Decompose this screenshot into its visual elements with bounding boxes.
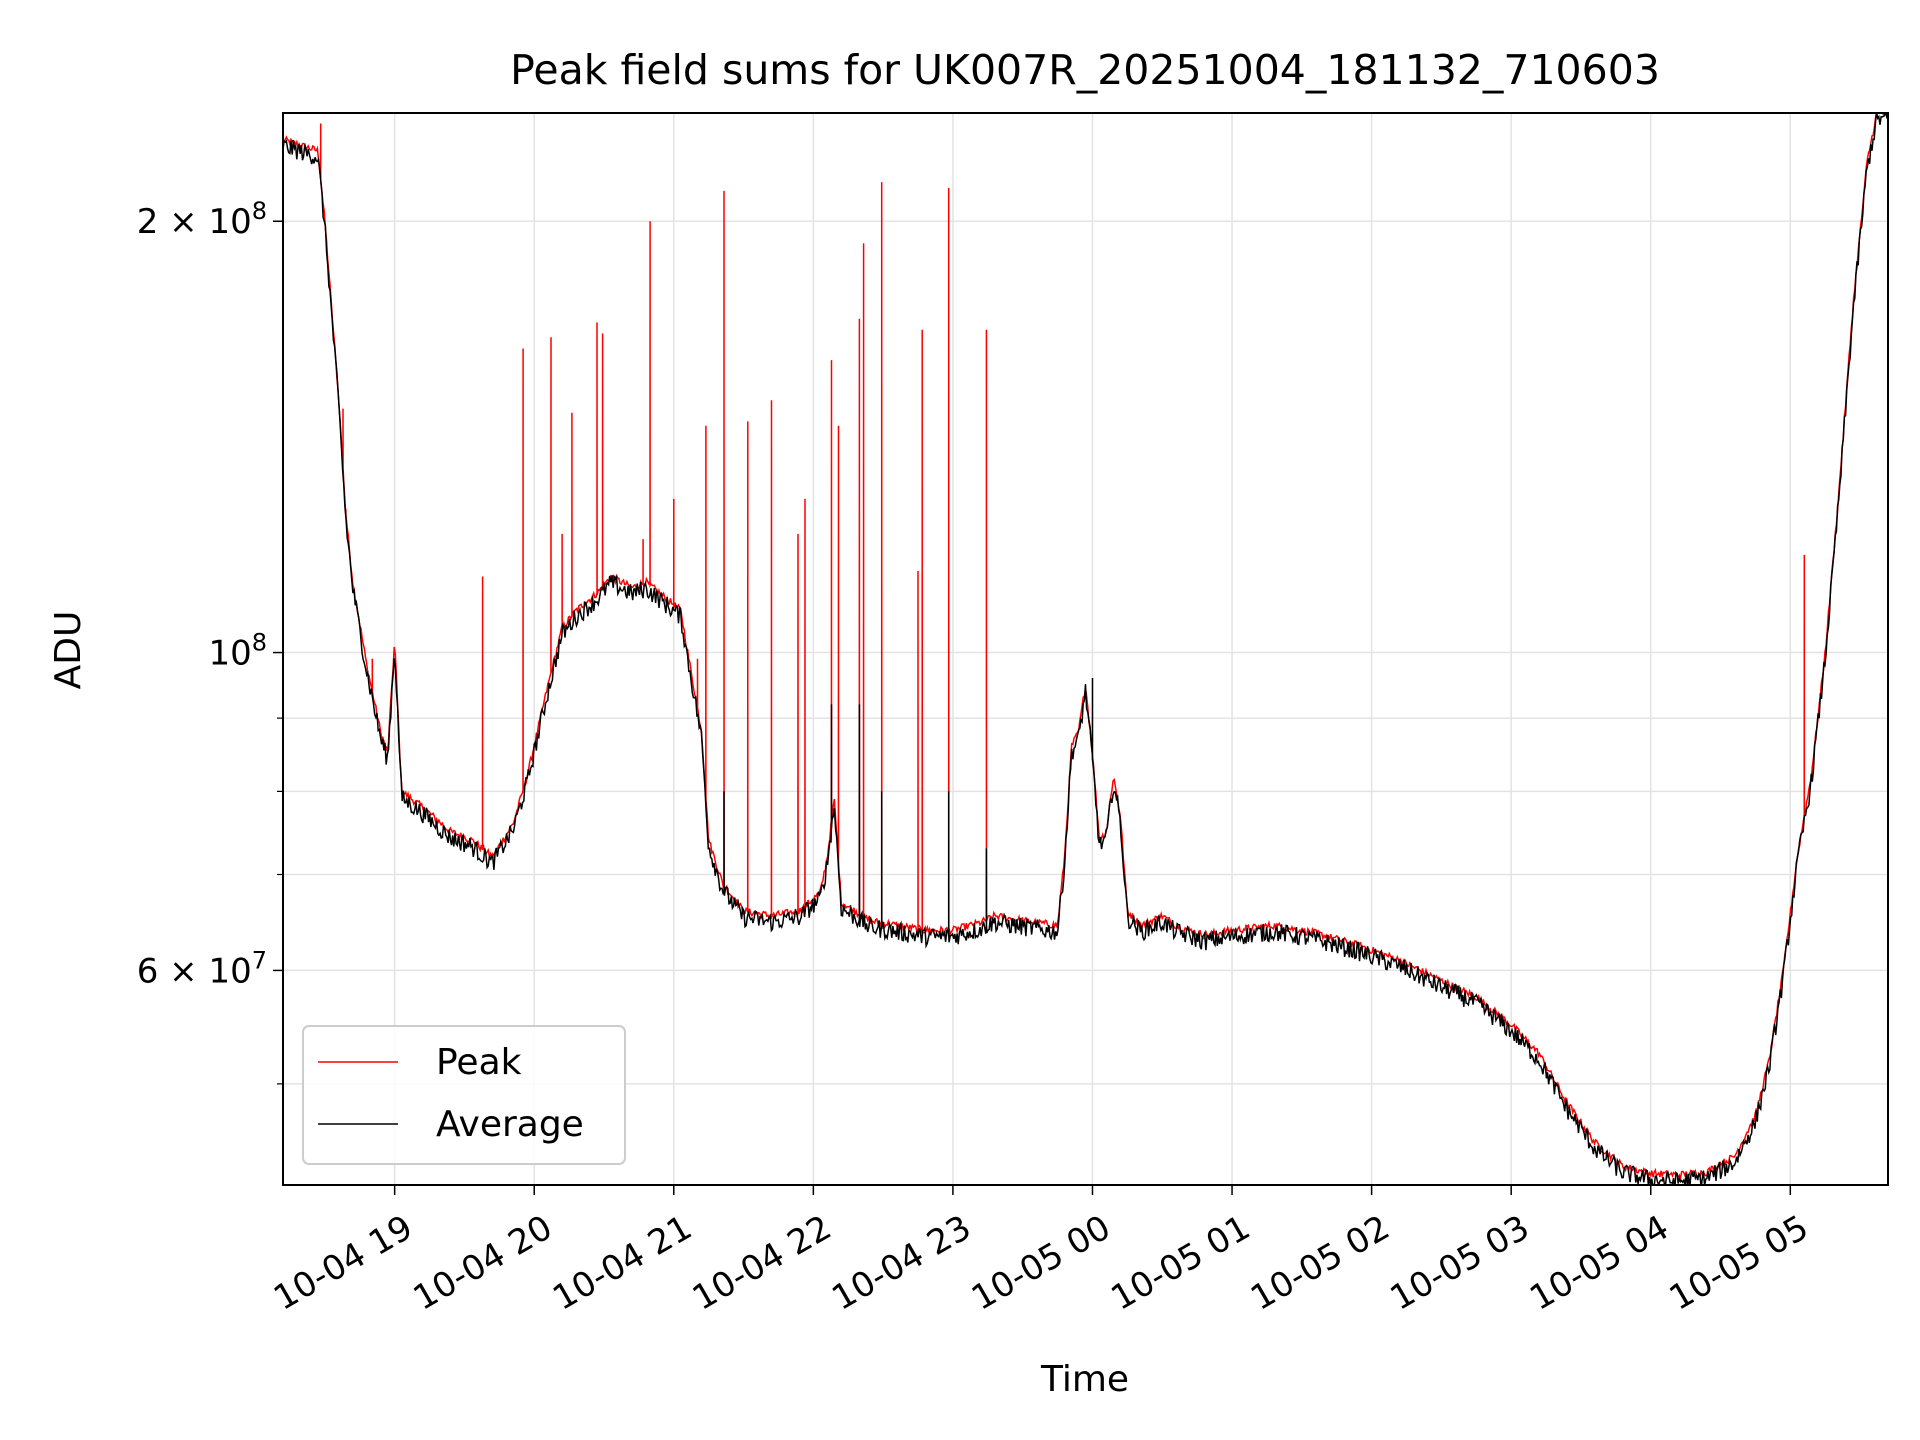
series-layer	[283, 113, 1888, 1185]
grid	[283, 113, 1888, 1185]
y-tick-label: 108	[208, 629, 267, 674]
legend: Peak Average	[302, 1025, 626, 1165]
y-axis-label: ADU	[48, 611, 89, 690]
plot-area	[283, 113, 1888, 1185]
legend-peak-label: Peak	[436, 1042, 522, 1083]
plot-frame	[282, 112, 1889, 1186]
y-axis: 6 × 107 108 2 × 108	[137, 197, 283, 1085]
legend-box	[302, 1025, 626, 1165]
series-average-line	[283, 113, 1888, 1185]
x-axis-label: Time	[1040, 1359, 1129, 1400]
y-tick-label: 6 × 107	[137, 946, 267, 991]
y-tick-label: 2 × 108	[137, 197, 267, 242]
chart-title: Peak field sums for UK007R_20251004_1811…	[510, 46, 1660, 94]
legend-average-label: Average	[436, 1104, 584, 1145]
